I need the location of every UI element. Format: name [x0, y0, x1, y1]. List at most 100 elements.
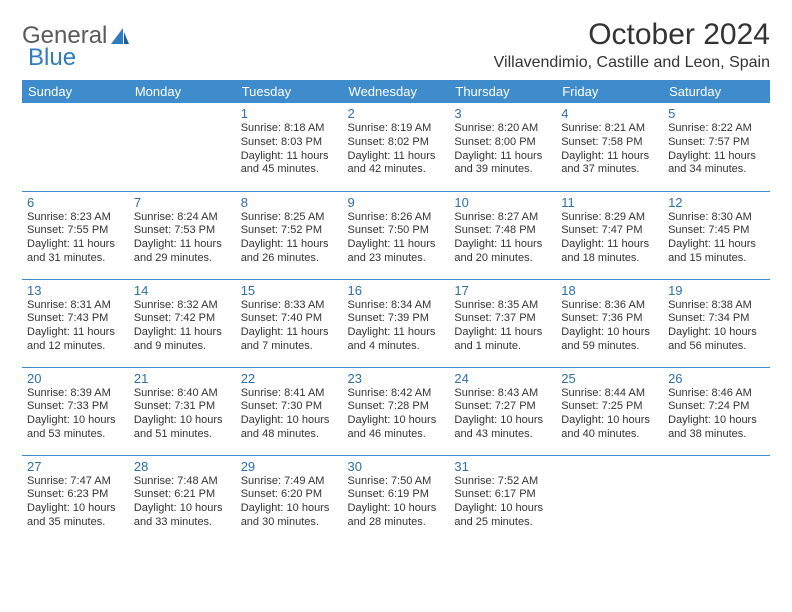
weekday-header: Saturday — [663, 80, 770, 103]
sunset-text: Sunset: 6:21 PM — [134, 488, 231, 502]
sunset-text: Sunset: 7:31 PM — [134, 400, 231, 414]
day-number: 10 — [454, 195, 551, 210]
sunset-text: Sunset: 6:19 PM — [348, 488, 445, 502]
day-number: 6 — [27, 195, 124, 210]
sunrise-text: Sunrise: 8:46 AM — [668, 387, 765, 401]
day-info: Sunrise: 8:29 AMSunset: 7:47 PMDaylight:… — [561, 211, 658, 266]
sunrise-text: Sunrise: 8:27 AM — [454, 211, 551, 225]
day-number: 17 — [454, 283, 551, 298]
day-info: Sunrise: 8:19 AMSunset: 8:02 PMDaylight:… — [348, 122, 445, 177]
day-info: Sunrise: 8:35 AMSunset: 7:37 PMDaylight:… — [454, 299, 551, 354]
sunset-text: Sunset: 7:27 PM — [454, 400, 551, 414]
calendar-cell — [556, 455, 663, 543]
sunrise-text: Sunrise: 8:35 AM — [454, 299, 551, 313]
day-info: Sunrise: 7:52 AMSunset: 6:17 PMDaylight:… — [454, 475, 551, 530]
weekday-header-row: Sunday Monday Tuesday Wednesday Thursday… — [22, 80, 770, 103]
day-info: Sunrise: 8:44 AMSunset: 7:25 PMDaylight:… — [561, 387, 658, 442]
sunrise-text: Sunrise: 8:36 AM — [561, 299, 658, 313]
calendar-cell: 18Sunrise: 8:36 AMSunset: 7:36 PMDayligh… — [556, 279, 663, 367]
daylight-text: Daylight: 10 hours and 59 minutes. — [561, 326, 658, 354]
daylight-text: Daylight: 10 hours and 38 minutes. — [668, 414, 765, 442]
weekday-header: Sunday — [22, 80, 129, 103]
calendar-cell: 13Sunrise: 8:31 AMSunset: 7:43 PMDayligh… — [22, 279, 129, 367]
day-info: Sunrise: 8:31 AMSunset: 7:43 PMDaylight:… — [27, 299, 124, 354]
sunset-text: Sunset: 7:30 PM — [241, 400, 338, 414]
day-info: Sunrise: 7:49 AMSunset: 6:20 PMDaylight:… — [241, 475, 338, 530]
calendar-cell: 6Sunrise: 8:23 AMSunset: 7:55 PMDaylight… — [22, 191, 129, 279]
daylight-text: Daylight: 11 hours and 29 minutes. — [134, 238, 231, 266]
calendar-cell: 2Sunrise: 8:19 AMSunset: 8:02 PMDaylight… — [343, 103, 450, 191]
day-info: Sunrise: 8:43 AMSunset: 7:27 PMDaylight:… — [454, 387, 551, 442]
sunset-text: Sunset: 7:48 PM — [454, 224, 551, 238]
sunrise-text: Sunrise: 7:49 AM — [241, 475, 338, 489]
day-info: Sunrise: 8:42 AMSunset: 7:28 PMDaylight:… — [348, 387, 445, 442]
weekday-header: Thursday — [449, 80, 556, 103]
sunset-text: Sunset: 7:47 PM — [561, 224, 658, 238]
day-info: Sunrise: 8:39 AMSunset: 7:33 PMDaylight:… — [27, 387, 124, 442]
day-number: 31 — [454, 459, 551, 474]
sunset-text: Sunset: 7:53 PM — [134, 224, 231, 238]
sunset-text: Sunset: 6:20 PM — [241, 488, 338, 502]
day-info: Sunrise: 8:25 AMSunset: 7:52 PMDaylight:… — [241, 211, 338, 266]
day-number: 12 — [668, 195, 765, 210]
day-number: 2 — [348, 106, 445, 121]
daylight-text: Daylight: 10 hours and 25 minutes. — [454, 502, 551, 530]
day-number: 25 — [561, 371, 658, 386]
day-info: Sunrise: 8:38 AMSunset: 7:34 PMDaylight:… — [668, 299, 765, 354]
calendar-cell: 21Sunrise: 8:40 AMSunset: 7:31 PMDayligh… — [129, 367, 236, 455]
calendar-cell: 20Sunrise: 8:39 AMSunset: 7:33 PMDayligh… — [22, 367, 129, 455]
daylight-text: Daylight: 10 hours and 51 minutes. — [134, 414, 231, 442]
day-info: Sunrise: 8:22 AMSunset: 7:57 PMDaylight:… — [668, 122, 765, 177]
sunrise-text: Sunrise: 8:21 AM — [561, 122, 658, 136]
day-number: 26 — [668, 371, 765, 386]
calendar-row: 20Sunrise: 8:39 AMSunset: 7:33 PMDayligh… — [22, 367, 770, 455]
calendar-cell: 7Sunrise: 8:24 AMSunset: 7:53 PMDaylight… — [129, 191, 236, 279]
calendar-cell: 23Sunrise: 8:42 AMSunset: 7:28 PMDayligh… — [343, 367, 450, 455]
daylight-text: Daylight: 10 hours and 53 minutes. — [27, 414, 124, 442]
day-number: 20 — [27, 371, 124, 386]
weekday-header: Friday — [556, 80, 663, 103]
day-number: 13 — [27, 283, 124, 298]
sunset-text: Sunset: 7:43 PM — [27, 312, 124, 326]
sunset-text: Sunset: 7:58 PM — [561, 136, 658, 150]
calendar-cell: 10Sunrise: 8:27 AMSunset: 7:48 PMDayligh… — [449, 191, 556, 279]
sunrise-text: Sunrise: 8:23 AM — [27, 211, 124, 225]
day-number: 30 — [348, 459, 445, 474]
day-number: 29 — [241, 459, 338, 474]
day-number: 27 — [27, 459, 124, 474]
day-number: 4 — [561, 106, 658, 121]
calendar-cell: 28Sunrise: 7:48 AMSunset: 6:21 PMDayligh… — [129, 455, 236, 543]
daylight-text: Daylight: 11 hours and 4 minutes. — [348, 326, 445, 354]
day-info: Sunrise: 8:33 AMSunset: 7:40 PMDaylight:… — [241, 299, 338, 354]
sunset-text: Sunset: 7:36 PM — [561, 312, 658, 326]
sunrise-text: Sunrise: 8:19 AM — [348, 122, 445, 136]
sunrise-text: Sunrise: 8:33 AM — [241, 299, 338, 313]
day-info: Sunrise: 8:41 AMSunset: 7:30 PMDaylight:… — [241, 387, 338, 442]
sunset-text: Sunset: 6:17 PM — [454, 488, 551, 502]
calendar-cell: 3Sunrise: 8:20 AMSunset: 8:00 PMDaylight… — [449, 103, 556, 191]
sunrise-text: Sunrise: 7:52 AM — [454, 475, 551, 489]
sunset-text: Sunset: 7:45 PM — [668, 224, 765, 238]
sunrise-text: Sunrise: 8:29 AM — [561, 211, 658, 225]
calendar-table: Sunday Monday Tuesday Wednesday Thursday… — [22, 80, 770, 543]
calendar-row: 13Sunrise: 8:31 AMSunset: 7:43 PMDayligh… — [22, 279, 770, 367]
sunrise-text: Sunrise: 8:38 AM — [668, 299, 765, 313]
sunrise-text: Sunrise: 8:20 AM — [454, 122, 551, 136]
sunset-text: Sunset: 8:03 PM — [241, 136, 338, 150]
day-info: Sunrise: 8:20 AMSunset: 8:00 PMDaylight:… — [454, 122, 551, 177]
sunset-text: Sunset: 8:00 PM — [454, 136, 551, 150]
daylight-text: Daylight: 11 hours and 1 minute. — [454, 326, 551, 354]
day-info: Sunrise: 8:46 AMSunset: 7:24 PMDaylight:… — [668, 387, 765, 442]
day-info: Sunrise: 8:24 AMSunset: 7:53 PMDaylight:… — [134, 211, 231, 266]
sunrise-text: Sunrise: 8:34 AM — [348, 299, 445, 313]
day-info: Sunrise: 8:23 AMSunset: 7:55 PMDaylight:… — [27, 211, 124, 266]
daylight-text: Daylight: 10 hours and 43 minutes. — [454, 414, 551, 442]
daylight-text: Daylight: 11 hours and 34 minutes. — [668, 150, 765, 178]
calendar-cell: 16Sunrise: 8:34 AMSunset: 7:39 PMDayligh… — [343, 279, 450, 367]
calendar-cell — [663, 455, 770, 543]
daylight-text: Daylight: 10 hours and 48 minutes. — [241, 414, 338, 442]
calendar-cell: 24Sunrise: 8:43 AMSunset: 7:27 PMDayligh… — [449, 367, 556, 455]
daylight-text: Daylight: 11 hours and 37 minutes. — [561, 150, 658, 178]
daylight-text: Daylight: 11 hours and 39 minutes. — [454, 150, 551, 178]
sunset-text: Sunset: 7:28 PM — [348, 400, 445, 414]
